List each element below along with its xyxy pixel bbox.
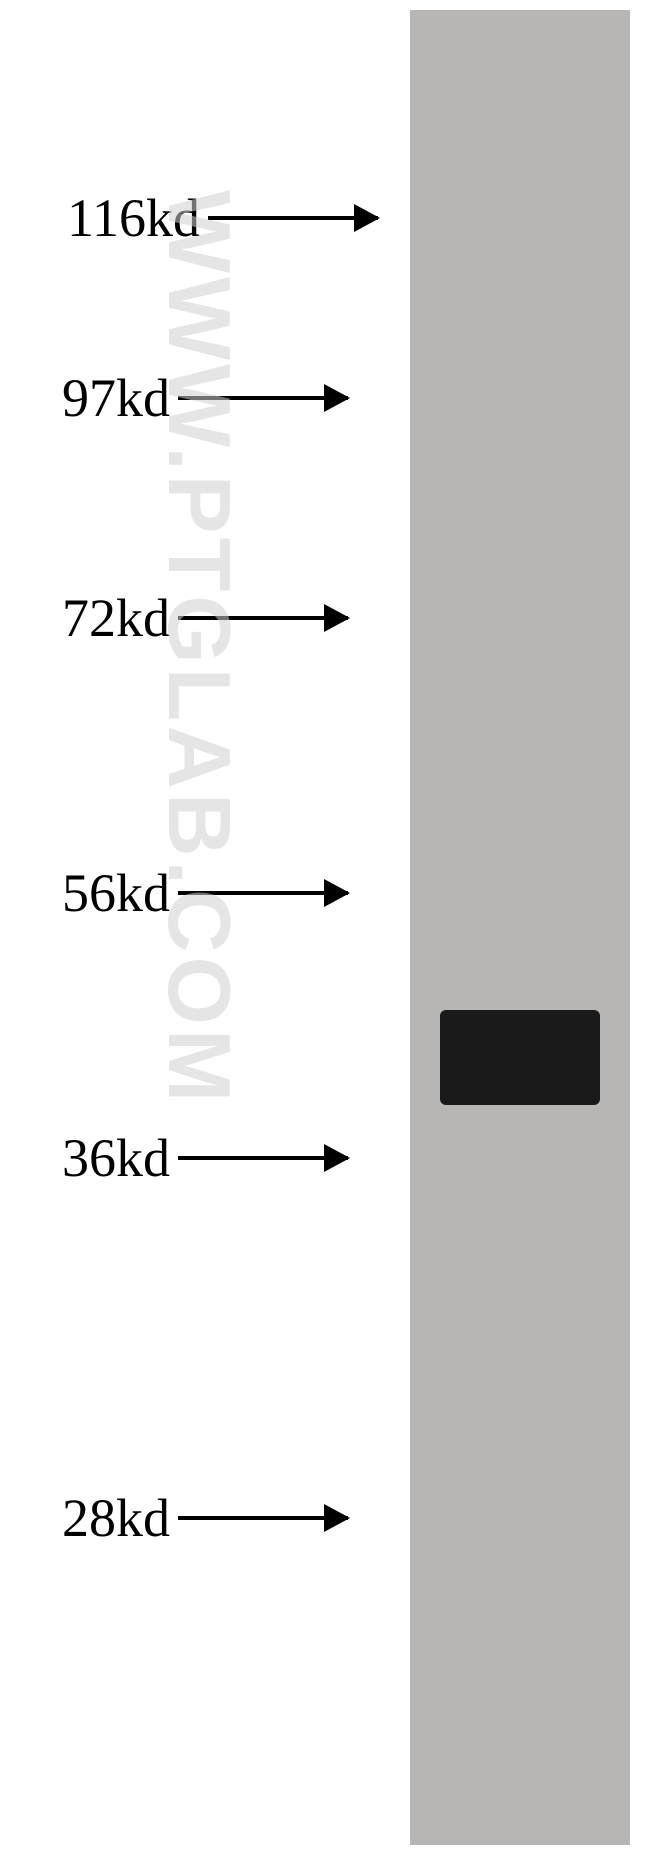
mw-marker-row: 116kd [20, 187, 378, 249]
mw-marker-label: 72kd [20, 587, 170, 649]
arrow-icon [178, 1516, 348, 1520]
arrow-icon [178, 1156, 348, 1160]
western-blot-figure: 116kd97kd72kd56kd36kd28kd WWW.PTGLAB.COM [0, 0, 650, 1855]
arrow-icon [178, 396, 348, 400]
mw-marker-row: 28kd [20, 1487, 348, 1549]
mw-marker-row: 56kd [20, 862, 348, 924]
mw-marker-label: 97kd [20, 367, 170, 429]
mw-marker-label: 56kd [20, 862, 170, 924]
mw-marker-label: 36kd [20, 1127, 170, 1189]
mw-marker-row: 97kd [20, 367, 348, 429]
arrow-icon [178, 891, 348, 895]
mw-marker-row: 36kd [20, 1127, 348, 1189]
arrow-icon [208, 216, 378, 220]
gel-lane [410, 10, 630, 1845]
mw-marker-label: 28kd [20, 1487, 170, 1549]
mw-marker-label: 116kd [20, 187, 200, 249]
arrow-icon [178, 616, 348, 620]
mw-marker-row: 72kd [20, 587, 348, 649]
protein-band [440, 1010, 600, 1105]
